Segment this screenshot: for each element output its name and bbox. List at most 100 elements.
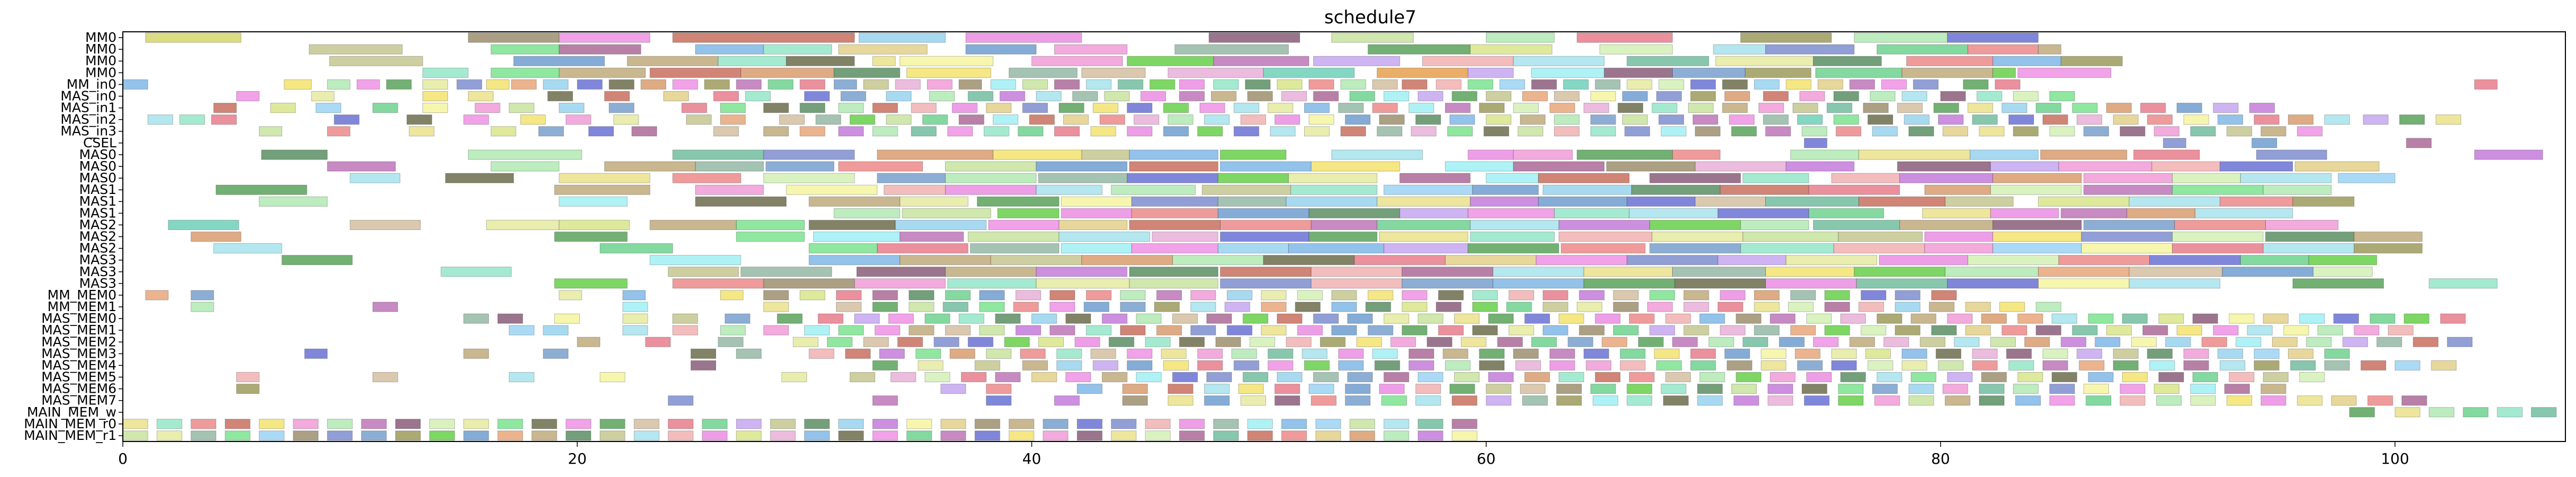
task-bar-959 (1947, 372, 1973, 383)
task-bar-307 (1304, 126, 1330, 137)
task-bar-812 (1883, 337, 1909, 347)
task-bar-1098 (259, 430, 285, 441)
row-label-19: MAS3 (79, 252, 116, 268)
task-bar-1124 (1145, 430, 1171, 441)
task-bar-666 (1858, 302, 1884, 312)
task-bar-163 (1799, 91, 1825, 101)
task-bar-755 (1613, 325, 1639, 335)
task-bar-1028 (1733, 395, 1760, 406)
task-bar-800 (1461, 337, 1487, 347)
task-bar-995 (1872, 384, 1898, 394)
task-bar-512 (2354, 232, 2423, 242)
task-bar-92 (958, 79, 982, 90)
task-bar-824 (2306, 337, 2332, 347)
task-bar-1056 (191, 419, 217, 429)
task-bar-492 (554, 232, 628, 242)
task-bar-528 (1924, 243, 1994, 254)
task-bar-966 (2192, 372, 2218, 383)
task-bar-237 (815, 114, 841, 125)
task-bar-741 (1120, 325, 1146, 335)
task-bar-1097 (225, 430, 250, 441)
task-bar-302 (1127, 126, 1153, 137)
task-bar-809 (1779, 337, 1805, 347)
task-bar-60 (1377, 67, 1468, 78)
task-bar-1032 (1874, 395, 1900, 406)
task-bar-124 (1995, 79, 2021, 90)
task-bar-804 (1602, 337, 1628, 347)
task-bar-733 (838, 325, 864, 335)
task-bar-680 (854, 313, 880, 324)
task-bar-1027 (1697, 395, 1723, 406)
task-bar-867 (1972, 348, 1998, 359)
task-bar-196 (1268, 103, 1294, 113)
task-bar-433 (1061, 196, 1132, 207)
task-bar-720 (2263, 313, 2288, 324)
task-bar-948 (1558, 372, 1584, 383)
task-bar-646 (1154, 302, 1180, 312)
task-bar-216 (1967, 103, 1994, 113)
task-bar-1 (468, 32, 560, 43)
task-bar-795 (1286, 337, 1312, 347)
task-bar-4 (858, 32, 946, 43)
task-bar-146 (1211, 91, 1237, 101)
task-bar-791 (1145, 337, 1171, 347)
task-bar-23 (1470, 44, 1552, 55)
task-bar-159 (1656, 91, 1682, 101)
task-bar-727 (543, 325, 569, 335)
task-bar-135 (804, 91, 830, 101)
row-label-30: MAS_MEM6 (41, 381, 116, 396)
task-bar-334 (2260, 126, 2286, 137)
task-bar-268 (1904, 114, 1930, 125)
task-bar-195 (1233, 103, 1260, 113)
task-bar-518 (1061, 243, 1132, 254)
task-bar-64 (1672, 67, 1746, 78)
task-bar-649 (1261, 302, 1287, 312)
task-bar-409 (786, 184, 878, 195)
task-bar-495 (900, 232, 964, 242)
task-bar-400 (1899, 173, 1994, 183)
task-bar-785 (934, 337, 959, 347)
task-bar-355 (1858, 149, 1971, 160)
task-bar-1055 (156, 419, 183, 429)
task-bar-878 (690, 360, 716, 371)
task-bar-584 (1493, 278, 1584, 289)
task-bar-249 (1240, 114, 1267, 125)
task-bar-1013 (1204, 395, 1230, 406)
task-bar-943 (1384, 372, 1410, 383)
task-bar-183 (800, 103, 825, 113)
task-bar-753 (1542, 325, 1568, 335)
task-bar-900 (1656, 360, 1682, 371)
task-bar-537 (900, 255, 991, 266)
task-bar-572 (2222, 267, 2314, 277)
task-bar-228 (334, 114, 360, 125)
task-bar-170 (2049, 91, 2075, 101)
task-bar-706 (1770, 313, 1796, 324)
task-bar-863 (1831, 348, 1857, 359)
task-bar-112 (1595, 79, 1621, 90)
task-bar-673 (497, 313, 523, 324)
task-bar-53 (740, 67, 834, 78)
task-bar-1029 (1767, 395, 1793, 406)
task-bar-346 (1081, 149, 1130, 160)
row-label-1: MM0 (85, 41, 116, 57)
task-bar-796 (1320, 337, 1346, 347)
task-bar-408 (695, 184, 764, 195)
task-bar-313 (1518, 126, 1543, 137)
task-bar-848 (1302, 348, 1327, 359)
task-bar-634 (372, 302, 398, 312)
task-bar-117 (1754, 79, 1780, 90)
task-bar-899 (1620, 360, 1646, 371)
task-bar-494 (813, 232, 901, 242)
task-bar-374 (1606, 161, 1696, 172)
task-bar-645 (1120, 302, 1146, 312)
task-bar-247 (1168, 114, 1193, 125)
task-bar-860 (1724, 348, 1751, 359)
task-bar-803 (1567, 337, 1593, 347)
task-bar-776 (2354, 325, 2380, 335)
task-bar-705 (1736, 313, 1762, 324)
task-bar-876 (2288, 348, 2314, 359)
task-bar-520 (1217, 243, 1289, 254)
task-bar-1132 (1417, 430, 1443, 441)
task-bar-267 (1868, 114, 1893, 125)
task-bar-675 (622, 313, 648, 324)
